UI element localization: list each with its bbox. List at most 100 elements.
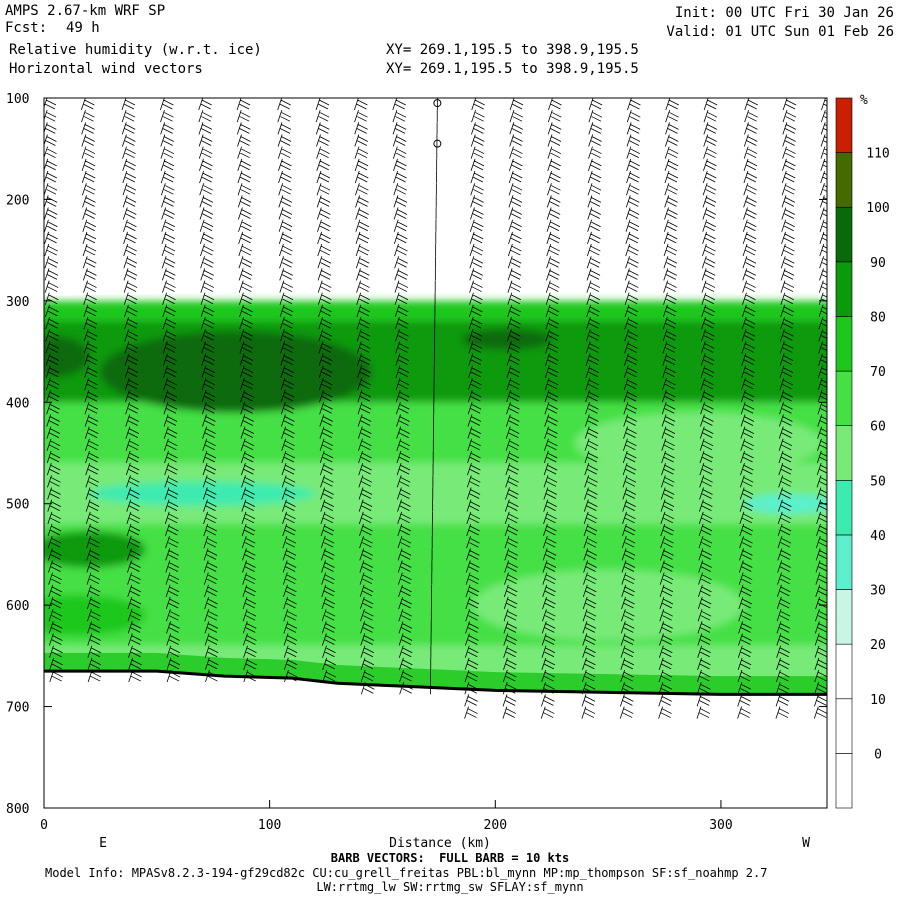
barb-column-18: [737, 98, 758, 719]
y-tick-label: 200: [6, 193, 29, 208]
model-info: Model Info: MPASv8.2.3-194-gf29cd82c CU:…: [45, 866, 768, 880]
barb-stroke-17: [696, 98, 718, 719]
x-tick-label: 300: [709, 818, 732, 833]
colorbar-bin-2: [835, 643, 853, 700]
y-tick-label: 300: [6, 295, 29, 310]
barb-note: BARB VECTORS: FULL BARB = 10 kts: [330, 851, 570, 865]
y-tick-label: 400: [6, 396, 29, 411]
colorbar-bin-4: [835, 534, 853, 590]
barb-column-7: [315, 98, 336, 683]
colorbar-level-label: 80: [870, 310, 886, 325]
rh-patch-1: [100, 331, 372, 413]
distance-axis: 0 100 200 300: [40, 800, 733, 833]
barb-column-12: [502, 98, 524, 719]
barb-stroke-18: [737, 98, 758, 719]
barb-stroke-4: [198, 98, 219, 683]
colorbar-bin-3: [835, 589, 853, 645]
barb-stroke-16: [658, 98, 679, 719]
barb-stroke-12: [502, 98, 524, 719]
x-tick-label: 100: [258, 818, 281, 833]
field-name-primary: Relative humidity (w.r.t. ice): [9, 42, 262, 58]
y-tick-label: 600: [6, 599, 29, 614]
barb-column-6: [277, 98, 298, 683]
barb-column-11: [464, 98, 485, 719]
wind-barbs: [44, 98, 827, 719]
colorbar-level-label: 40: [870, 529, 886, 544]
y-tick-label: 800: [6, 802, 29, 817]
rh-layer-4: [44, 524, 827, 585]
colorbar-level-label: 30: [870, 584, 886, 599]
colorbar-bin-7: [835, 370, 853, 426]
init-time: Init: 00 UTC Fri 30 Jan 26: [674, 5, 894, 21]
forecast-hour-label: Fcst:: [5, 20, 48, 36]
colorbar-bin-10: [835, 206, 853, 263]
barb-stroke-10: [430, 98, 438, 695]
barb-column-8: [354, 98, 375, 695]
colorbar-bin-6: [835, 425, 853, 481]
barb-stroke-14: [581, 98, 603, 719]
barb-column-16: [658, 98, 679, 719]
colorbar-level-label: 20: [870, 638, 886, 653]
colorbar-bin-5: [835, 480, 853, 536]
below-ground: [44, 671, 827, 808]
colorbar-bin-12: [835, 97, 853, 153]
colorbar-level-label: 90: [870, 256, 886, 271]
surface-moist-layer: [44, 652, 827, 695]
barb-column-3: [159, 98, 181, 683]
rh-layer-0: [44, 300, 827, 322]
cross-section-coords-2: XY= 269.1,195.5 to 398.9,195.5: [386, 61, 639, 77]
colorbar-bin-8: [835, 316, 853, 372]
forecast-hour-value: 49 h: [66, 20, 100, 36]
humidity-field: [44, 98, 827, 707]
y-tick-label: 700: [6, 701, 29, 716]
direction-label-west: W: [802, 836, 810, 851]
colorbar-bin-0: [835, 753, 853, 809]
barb-column-5: [236, 98, 258, 683]
rh-patch-7: [44, 595, 146, 636]
barb-stroke-5: [236, 98, 258, 683]
colorbar-level-label: 110: [866, 147, 889, 162]
terrain-mask: [44, 669, 827, 808]
colorbar-unit: %: [860, 93, 868, 108]
barb-stroke-20: [813, 98, 827, 719]
rh-patch-6: [44, 531, 146, 568]
barb-stroke-15: [619, 98, 641, 719]
barb-stroke-11: [464, 98, 485, 719]
direction-label-east: E: [99, 836, 107, 851]
field-name-secondary: Horizontal wind vectors: [9, 61, 203, 77]
barb-column-9: [392, 98, 413, 695]
barb-column-17: [696, 98, 718, 719]
dry-upper-region: [44, 98, 827, 296]
colorbar-bin-11: [835, 152, 853, 208]
barb-stroke-1: [80, 98, 102, 683]
x-axis-label: Distance (km): [389, 836, 491, 851]
barb-column-4: [198, 98, 219, 683]
model-info-physics: LW:rrtmg_lw SW:rrtmg_sw SFLAY:sf_mynn: [316, 880, 584, 894]
colorbar-bin-1: [835, 698, 853, 754]
y-tick-label: 500: [6, 498, 29, 513]
barb-stroke-19: [775, 98, 797, 719]
barb-column-1: [80, 98, 102, 683]
valid-time: Valid: 01 UTC Sun 01 Feb 26: [666, 24, 894, 40]
cross-section-coords-1: XY= 269.1,195.5 to 398.9,195.5: [386, 42, 639, 58]
y-tick-label: 100: [6, 92, 29, 107]
barb-stroke-13: [540, 98, 562, 719]
model-title: AMPS 2.67-km WRF SP: [5, 3, 166, 19]
barb-stroke-6: [277, 98, 298, 683]
rh-patch-9: [472, 569, 744, 641]
colorbar-level-label: 10: [870, 693, 886, 708]
barb-column-13: [540, 98, 562, 719]
barb-column-20: [813, 98, 827, 719]
colorbar-level-label: 70: [870, 365, 886, 380]
rh-patch-8: [89, 481, 315, 506]
barb-stroke-7: [315, 98, 336, 683]
colorbar-level-label: 100: [866, 201, 889, 216]
rh-colorbar: 0 10 20 30 40 50 60 70 80 90 100 110: [835, 97, 890, 809]
colorbar-bin-9: [835, 261, 853, 317]
x-tick-label: 200: [484, 818, 507, 833]
barb-column-0: [44, 98, 63, 683]
colorbar-level-label: 60: [870, 420, 886, 435]
barb-column-2: [121, 98, 142, 683]
x-tick-label: 0: [40, 818, 48, 833]
